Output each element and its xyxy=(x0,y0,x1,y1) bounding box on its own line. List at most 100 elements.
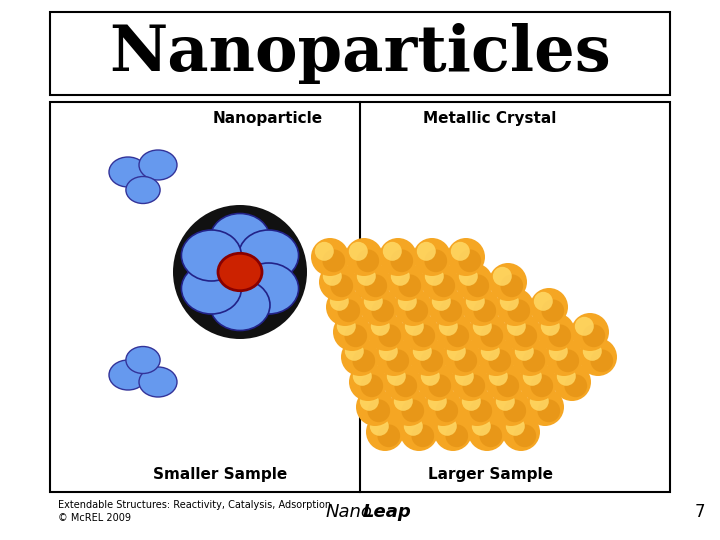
Circle shape xyxy=(537,313,575,351)
Circle shape xyxy=(468,413,506,451)
Circle shape xyxy=(401,313,439,351)
Circle shape xyxy=(472,417,491,436)
Circle shape xyxy=(345,238,383,276)
Circle shape xyxy=(323,249,345,272)
Circle shape xyxy=(383,363,421,401)
Circle shape xyxy=(564,374,588,397)
Circle shape xyxy=(425,267,444,286)
Circle shape xyxy=(337,317,356,336)
Circle shape xyxy=(571,313,609,351)
Circle shape xyxy=(492,267,512,286)
Circle shape xyxy=(333,313,371,351)
Circle shape xyxy=(411,424,434,447)
Circle shape xyxy=(459,249,481,272)
Text: Nanoparticle: Nanoparticle xyxy=(213,111,323,125)
Circle shape xyxy=(413,238,451,276)
Circle shape xyxy=(311,238,349,276)
Circle shape xyxy=(424,249,447,272)
Circle shape xyxy=(344,325,367,347)
Circle shape xyxy=(371,317,390,336)
Circle shape xyxy=(428,374,451,397)
Text: Nano: Nano xyxy=(326,503,373,521)
Circle shape xyxy=(455,263,493,301)
Circle shape xyxy=(428,288,466,326)
Circle shape xyxy=(404,417,423,436)
Circle shape xyxy=(330,292,348,311)
Circle shape xyxy=(364,274,387,297)
Circle shape xyxy=(397,292,417,311)
Text: Leap: Leap xyxy=(363,503,412,521)
Bar xyxy=(50,102,670,492)
Circle shape xyxy=(579,338,617,376)
Circle shape xyxy=(375,338,413,376)
Circle shape xyxy=(443,338,481,376)
Circle shape xyxy=(500,274,523,297)
Ellipse shape xyxy=(218,253,262,291)
Circle shape xyxy=(323,267,342,286)
Circle shape xyxy=(455,367,474,386)
Circle shape xyxy=(469,400,492,422)
Circle shape xyxy=(553,363,591,401)
Ellipse shape xyxy=(126,177,160,204)
Circle shape xyxy=(330,274,354,297)
Circle shape xyxy=(488,349,511,372)
Circle shape xyxy=(505,417,525,436)
Circle shape xyxy=(582,325,606,347)
Circle shape xyxy=(345,342,364,361)
Circle shape xyxy=(496,392,515,411)
Circle shape xyxy=(417,242,436,261)
Circle shape xyxy=(353,367,372,386)
Circle shape xyxy=(496,288,534,326)
Ellipse shape xyxy=(139,150,177,180)
Circle shape xyxy=(500,292,519,311)
Circle shape xyxy=(432,292,451,311)
Text: 7: 7 xyxy=(695,503,706,521)
Circle shape xyxy=(405,299,428,322)
Ellipse shape xyxy=(181,263,241,314)
Circle shape xyxy=(492,388,530,426)
Circle shape xyxy=(436,400,458,422)
Circle shape xyxy=(413,325,435,347)
Circle shape xyxy=(341,338,379,376)
Ellipse shape xyxy=(238,263,299,314)
Circle shape xyxy=(390,388,428,426)
Circle shape xyxy=(519,363,557,401)
Circle shape xyxy=(502,413,540,451)
Circle shape xyxy=(420,349,444,372)
Ellipse shape xyxy=(238,230,299,281)
Circle shape xyxy=(513,424,536,447)
Circle shape xyxy=(503,400,526,422)
Circle shape xyxy=(420,367,440,386)
Circle shape xyxy=(372,299,395,322)
Circle shape xyxy=(582,342,602,361)
Circle shape xyxy=(485,363,523,401)
Circle shape xyxy=(400,413,438,451)
Circle shape xyxy=(511,338,549,376)
Bar xyxy=(50,12,670,95)
Circle shape xyxy=(387,349,409,372)
Circle shape xyxy=(387,263,425,301)
Circle shape xyxy=(480,424,503,447)
Circle shape xyxy=(394,288,432,326)
Circle shape xyxy=(534,292,553,311)
Circle shape xyxy=(447,342,466,361)
Circle shape xyxy=(409,338,447,376)
Circle shape xyxy=(377,424,400,447)
Circle shape xyxy=(489,367,508,386)
Circle shape xyxy=(387,367,406,386)
Circle shape xyxy=(438,317,458,336)
Circle shape xyxy=(466,292,485,311)
Circle shape xyxy=(549,325,571,347)
Circle shape xyxy=(352,349,375,372)
Text: Extendable Structures: Reactivity, Catalysis, Adsorption: Extendable Structures: Reactivity, Catal… xyxy=(58,500,331,510)
Circle shape xyxy=(462,288,500,326)
Circle shape xyxy=(496,374,519,397)
Circle shape xyxy=(557,367,576,386)
Circle shape xyxy=(526,388,564,426)
Circle shape xyxy=(360,288,398,326)
Circle shape xyxy=(507,317,526,336)
Circle shape xyxy=(462,374,485,397)
Circle shape xyxy=(417,363,455,401)
Circle shape xyxy=(421,263,459,301)
Circle shape xyxy=(398,274,421,297)
